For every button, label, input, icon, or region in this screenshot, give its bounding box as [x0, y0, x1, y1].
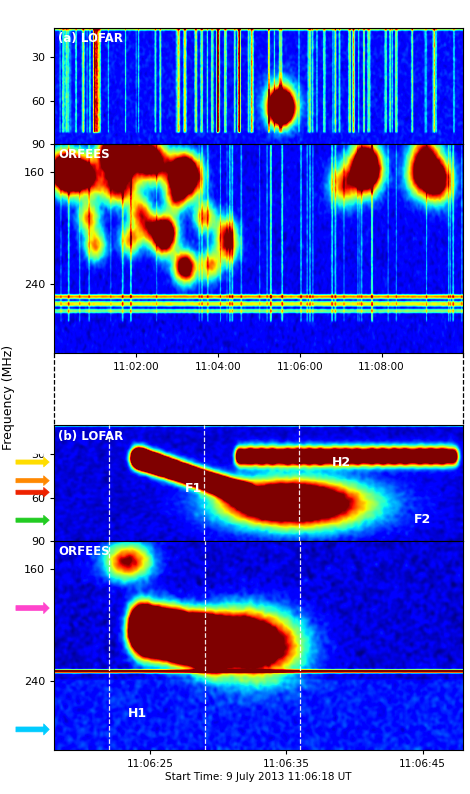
Text: (b) LOFAR: (b) LOFAR: [58, 430, 124, 442]
Text: Frequency (MHz): Frequency (MHz): [2, 345, 15, 449]
Text: ORFEES: ORFEES: [58, 148, 110, 161]
Text: Start Time: 9 July 2013 11:06:18 UT: Start Time: 9 July 2013 11:06:18 UT: [165, 772, 352, 781]
Text: H2: H2: [332, 456, 351, 468]
Text: F2: F2: [414, 512, 431, 526]
Text: H1: H1: [128, 707, 147, 720]
Text: F1: F1: [185, 482, 202, 495]
Text: (a) LOFAR: (a) LOFAR: [58, 33, 123, 45]
Text: ORFEES: ORFEES: [58, 545, 110, 558]
